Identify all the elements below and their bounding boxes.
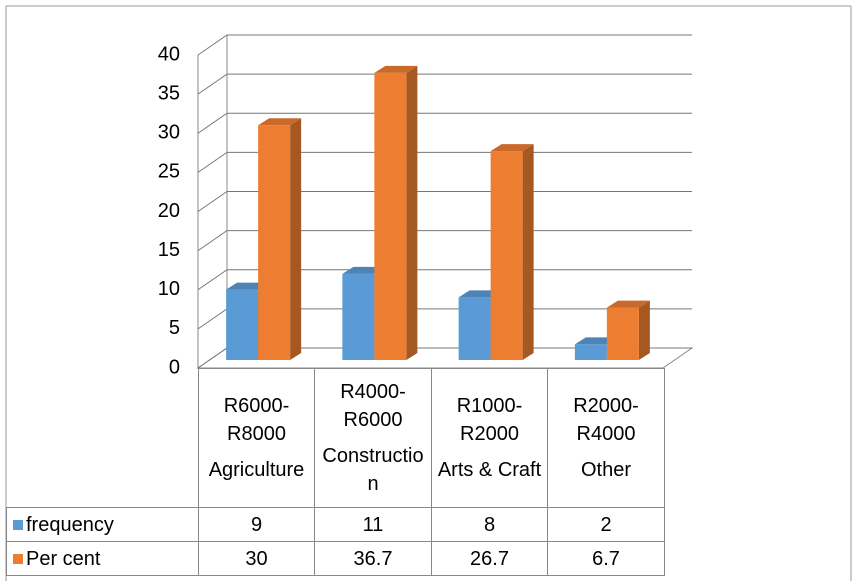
subcategory-label: Other bbox=[580, 459, 632, 481]
bar bbox=[342, 273, 375, 360]
bar bbox=[258, 125, 291, 360]
y-tick-label: 25 bbox=[158, 161, 180, 183]
grid-line bbox=[197, 191, 692, 212]
category-cell: R1000-R2000 Arts & Craft bbox=[431, 368, 548, 508]
legend-cell: Per cent bbox=[6, 541, 199, 576]
y-tick-label: 15 bbox=[158, 239, 180, 261]
value-cell: 2 bbox=[547, 507, 665, 542]
y-tick-label: 35 bbox=[158, 82, 180, 104]
grid-line bbox=[197, 269, 692, 291]
value-cell: 9 bbox=[198, 507, 315, 542]
value-cell: 26.7 bbox=[431, 541, 548, 576]
bar bbox=[374, 72, 407, 360]
grid-line bbox=[197, 34, 692, 56]
category-label: R2000-R4000 bbox=[573, 395, 639, 445]
grid-line bbox=[197, 112, 692, 134]
bar bbox=[574, 344, 607, 360]
bar-top bbox=[606, 300, 650, 308]
y-tick-label: 20 bbox=[158, 200, 180, 222]
category-cell: R4000-R6000 Construction bbox=[314, 368, 432, 508]
bar-top bbox=[490, 144, 534, 152]
y-tick-label: 0 bbox=[169, 356, 180, 378]
grid-line bbox=[197, 230, 692, 252]
value-cell: 36.7 bbox=[314, 541, 432, 576]
value-cell: 6.7 bbox=[547, 541, 665, 576]
bar bbox=[490, 151, 523, 360]
category-label: R6000-R8000 bbox=[223, 395, 290, 445]
bar-side bbox=[406, 65, 418, 360]
bar-side bbox=[290, 118, 302, 360]
y-tick-label: 40 bbox=[158, 43, 180, 65]
y-tick-label: 10 bbox=[158, 278, 180, 300]
value-cell: 30 bbox=[198, 541, 315, 576]
bar bbox=[226, 289, 259, 360]
category-cell: R2000-R4000 Other bbox=[547, 368, 665, 508]
subcategory-label: Agriculture bbox=[208, 459, 305, 481]
legend-key bbox=[13, 520, 23, 531]
bar-top bbox=[258, 118, 302, 126]
bar bbox=[458, 297, 491, 360]
legend-label: frequency bbox=[26, 513, 114, 536]
grid-line bbox=[197, 151, 692, 173]
value-cell: 8 bbox=[431, 507, 548, 542]
subcategory-label: Arts & Craft bbox=[437, 459, 542, 481]
category-label: R1000-R2000 bbox=[456, 395, 523, 445]
bar bbox=[606, 307, 639, 360]
bar-side bbox=[638, 300, 650, 360]
data-table: R6000-R8000 Agriculture R4000-R6000 Constr… bbox=[6, 368, 665, 576]
legend-key bbox=[13, 554, 23, 565]
category-label: R4000-R6000 bbox=[340, 381, 406, 431]
bar-top bbox=[374, 65, 418, 73]
corner bbox=[6, 368, 199, 508]
subcategory-label: Construction bbox=[322, 445, 424, 495]
legend-cell: frequency bbox=[6, 507, 199, 542]
value-cell: 11 bbox=[314, 507, 432, 542]
grid-line bbox=[197, 73, 692, 95]
legend-label: Per cent bbox=[26, 547, 101, 570]
bar-side bbox=[522, 144, 534, 360]
y-tick-label: 30 bbox=[158, 122, 180, 144]
y-tick-label: 5 bbox=[169, 317, 180, 339]
category-cell: R6000-R8000 Agriculture bbox=[198, 368, 315, 508]
